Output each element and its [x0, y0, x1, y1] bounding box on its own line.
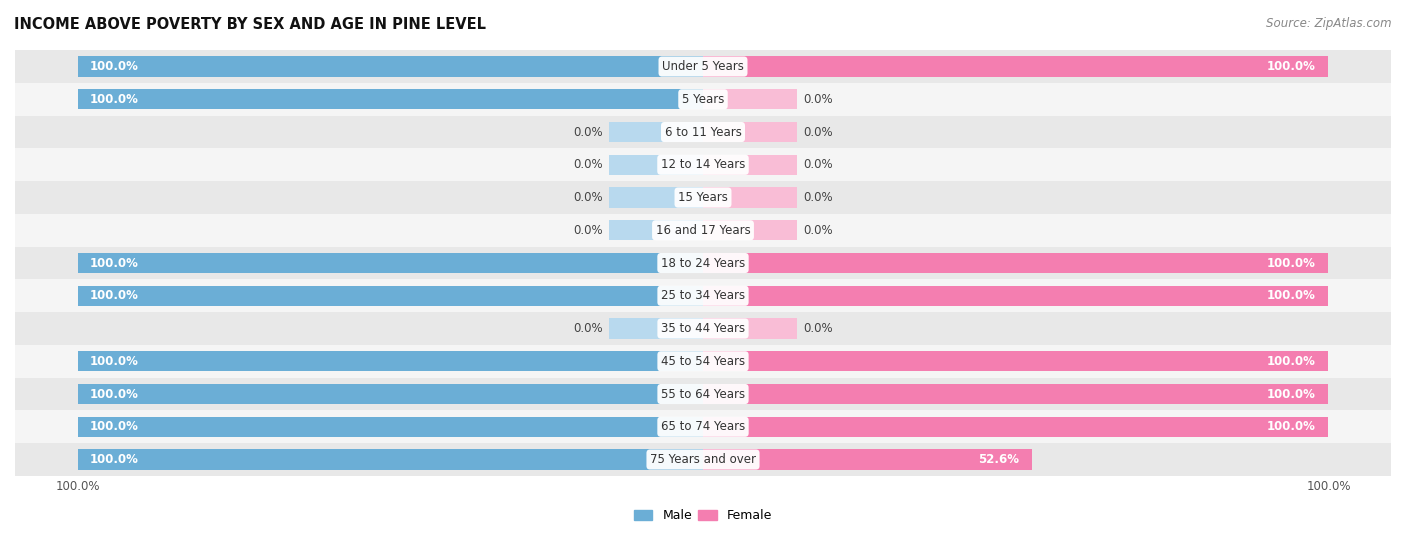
Text: 100.0%: 100.0%	[1267, 387, 1316, 400]
Bar	[15, 378, 1391, 410]
Text: 100.0%: 100.0%	[55, 480, 100, 493]
Bar	[609, 155, 703, 175]
Bar	[15, 443, 1391, 476]
Bar	[609, 220, 703, 240]
Text: 0.0%: 0.0%	[803, 191, 832, 204]
Text: 0.0%: 0.0%	[803, 224, 832, 237]
Text: 5 Years: 5 Years	[682, 93, 724, 106]
Text: 0.0%: 0.0%	[803, 158, 832, 171]
Bar	[15, 83, 1391, 116]
Text: 25 to 34 Years: 25 to 34 Years	[661, 289, 745, 302]
Text: 100.0%: 100.0%	[1267, 60, 1316, 73]
Bar	[77, 253, 703, 273]
Bar	[15, 247, 1391, 280]
Bar	[15, 345, 1391, 378]
Bar	[77, 351, 703, 371]
Text: INCOME ABOVE POVERTY BY SEX AND AGE IN PINE LEVEL: INCOME ABOVE POVERTY BY SEX AND AGE IN P…	[14, 17, 486, 32]
Bar	[15, 280, 1391, 312]
Text: 0.0%: 0.0%	[574, 322, 603, 335]
Text: Under 5 Years: Under 5 Years	[662, 60, 744, 73]
Text: 100.0%: 100.0%	[1306, 480, 1351, 493]
Bar	[703, 155, 797, 175]
Text: 100.0%: 100.0%	[90, 355, 139, 368]
Bar	[703, 187, 797, 208]
Text: 55 to 64 Years: 55 to 64 Years	[661, 387, 745, 400]
Text: 100.0%: 100.0%	[90, 60, 139, 73]
Text: Source: ZipAtlas.com: Source: ZipAtlas.com	[1267, 17, 1392, 30]
Bar	[703, 89, 797, 110]
Text: 35 to 44 Years: 35 to 44 Years	[661, 322, 745, 335]
Bar	[77, 89, 703, 110]
Text: 0.0%: 0.0%	[574, 158, 603, 171]
Bar	[703, 351, 1329, 371]
Bar	[15, 312, 1391, 345]
Text: 0.0%: 0.0%	[803, 126, 832, 139]
Bar	[703, 384, 1329, 404]
Text: 100.0%: 100.0%	[90, 453, 139, 466]
Bar	[703, 449, 1032, 470]
Text: 15 Years: 15 Years	[678, 191, 728, 204]
Text: 100.0%: 100.0%	[1267, 420, 1316, 433]
Text: 100.0%: 100.0%	[1267, 355, 1316, 368]
Bar	[703, 253, 1329, 273]
Bar	[15, 410, 1391, 443]
Bar	[15, 214, 1391, 247]
Bar	[15, 181, 1391, 214]
Text: 18 to 24 Years: 18 to 24 Years	[661, 257, 745, 269]
Text: 100.0%: 100.0%	[1267, 289, 1316, 302]
Text: 0.0%: 0.0%	[803, 322, 832, 335]
Text: 100.0%: 100.0%	[90, 420, 139, 433]
Text: 52.6%: 52.6%	[979, 453, 1019, 466]
Text: 6 to 11 Years: 6 to 11 Years	[665, 126, 741, 139]
Bar	[77, 286, 703, 306]
Bar	[703, 122, 797, 142]
Text: 0.0%: 0.0%	[574, 191, 603, 204]
Bar	[703, 286, 1329, 306]
Bar	[77, 384, 703, 404]
Text: 45 to 54 Years: 45 to 54 Years	[661, 355, 745, 368]
Text: 100.0%: 100.0%	[90, 387, 139, 400]
Bar	[609, 187, 703, 208]
Text: 75 Years and over: 75 Years and over	[650, 453, 756, 466]
Bar	[15, 116, 1391, 149]
Text: 12 to 14 Years: 12 to 14 Years	[661, 158, 745, 171]
Text: 100.0%: 100.0%	[90, 93, 139, 106]
Bar	[609, 122, 703, 142]
Bar	[77, 56, 703, 77]
Bar	[77, 416, 703, 437]
Bar	[703, 319, 797, 339]
Legend: Male, Female: Male, Female	[628, 504, 778, 527]
Bar	[703, 220, 797, 240]
Text: 100.0%: 100.0%	[90, 257, 139, 269]
Bar	[703, 416, 1329, 437]
Text: 0.0%: 0.0%	[574, 126, 603, 139]
Text: 0.0%: 0.0%	[574, 224, 603, 237]
Bar	[609, 319, 703, 339]
Bar	[77, 449, 703, 470]
Text: 100.0%: 100.0%	[90, 289, 139, 302]
Text: 0.0%: 0.0%	[803, 93, 832, 106]
Bar	[15, 149, 1391, 181]
Bar	[15, 50, 1391, 83]
Bar	[703, 56, 1329, 77]
Text: 65 to 74 Years: 65 to 74 Years	[661, 420, 745, 433]
Text: 16 and 17 Years: 16 and 17 Years	[655, 224, 751, 237]
Text: 100.0%: 100.0%	[1267, 257, 1316, 269]
